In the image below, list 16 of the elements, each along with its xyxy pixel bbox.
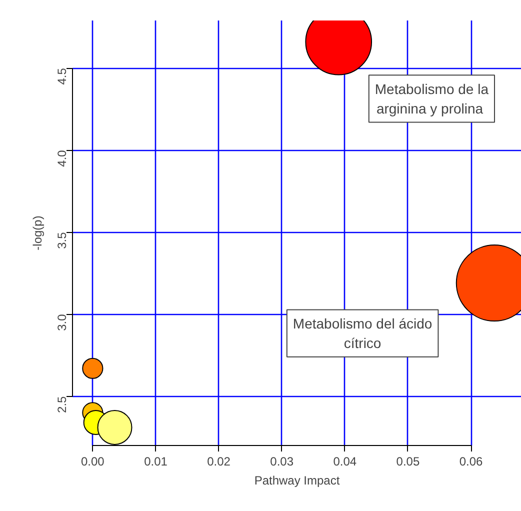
x-tick-label: 0.03 — [270, 454, 294, 468]
x-axis-title: Pathway Impact — [254, 474, 340, 488]
y-tick-label: 4.0 — [55, 150, 69, 167]
x-tick-label: 0.04 — [333, 454, 357, 468]
y-tick-label: 3.5 — [55, 232, 69, 249]
x-tick-label: 0.00 — [81, 454, 105, 468]
y-tick-label: 3.0 — [55, 314, 69, 331]
annotation: Metabolismo del ácido cítrico — [292, 316, 432, 351]
y-tick-label: 4.5 — [55, 68, 69, 85]
annotation: Metabolismo de la arginina y prolina — [374, 81, 489, 116]
x-tick-label: 0.02 — [207, 454, 231, 468]
x-tick-label: 0.06 — [459, 454, 484, 468]
y-axis-title: -log(p) — [30, 216, 44, 250]
x-tick-label: 0.05 — [396, 454, 420, 468]
x-tick-label: 0.01 — [144, 454, 168, 468]
y-tick-label: 2.5 — [55, 396, 69, 413]
